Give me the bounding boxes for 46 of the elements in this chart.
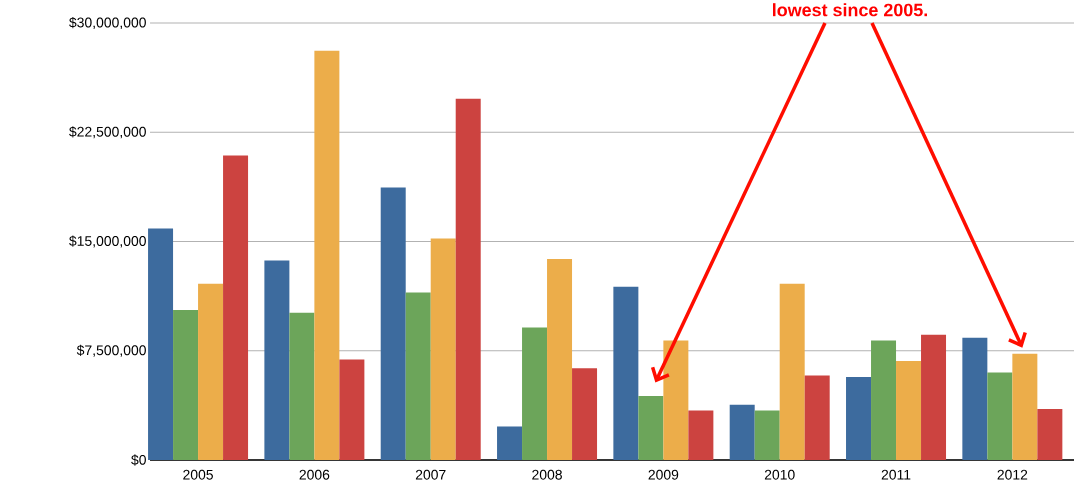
bar — [572, 368, 598, 460]
bar — [522, 327, 548, 460]
bar — [198, 283, 224, 460]
y-tick-label: $0 — [131, 454, 146, 466]
bar — [962, 337, 988, 460]
bar — [430, 238, 456, 460]
x-tick-label: 2011 — [881, 469, 911, 480]
x-tick-label: 2009 — [648, 469, 679, 480]
bar — [380, 187, 406, 460]
bar — [339, 359, 365, 460]
bar — [497, 426, 523, 460]
bar — [871, 340, 897, 460]
bar — [804, 375, 830, 460]
bar — [896, 360, 922, 460]
bar — [223, 155, 249, 460]
x-tick-label: 2005 — [183, 469, 213, 480]
bar — [289, 312, 315, 460]
bar — [729, 404, 755, 460]
y-tick-label: $30,000,000 — [69, 16, 146, 30]
bar — [779, 283, 805, 460]
bar — [754, 410, 780, 460]
bar — [613, 286, 639, 460]
y-tick-label: $15,000,000 — [69, 235, 146, 248]
bar — [846, 376, 872, 460]
x-tick-label: 2007 — [415, 469, 446, 480]
bar — [1037, 409, 1063, 460]
bar — [638, 395, 664, 460]
bar — [455, 98, 481, 460]
x-tick-label: 2012 — [997, 469, 1028, 480]
bar — [987, 372, 1013, 460]
bar — [921, 334, 947, 460]
bar — [1012, 353, 1038, 460]
bar — [688, 410, 714, 460]
x-tick-label: 2006 — [299, 469, 330, 480]
bar — [148, 228, 174, 460]
x-tick-label: 2008 — [532, 469, 562, 480]
bar — [314, 50, 340, 460]
y-tick-label: $7,500,000 — [76, 344, 146, 357]
bar — [663, 340, 689, 460]
bar — [405, 292, 431, 460]
bar — [173, 309, 199, 460]
bar — [547, 258, 573, 460]
text: lowest since 2005. — [773, 3, 927, 17]
bar — [264, 260, 290, 460]
x-tick-label: 2010 — [764, 469, 795, 480]
y-tick-label: $22,500,000 — [69, 126, 146, 139]
